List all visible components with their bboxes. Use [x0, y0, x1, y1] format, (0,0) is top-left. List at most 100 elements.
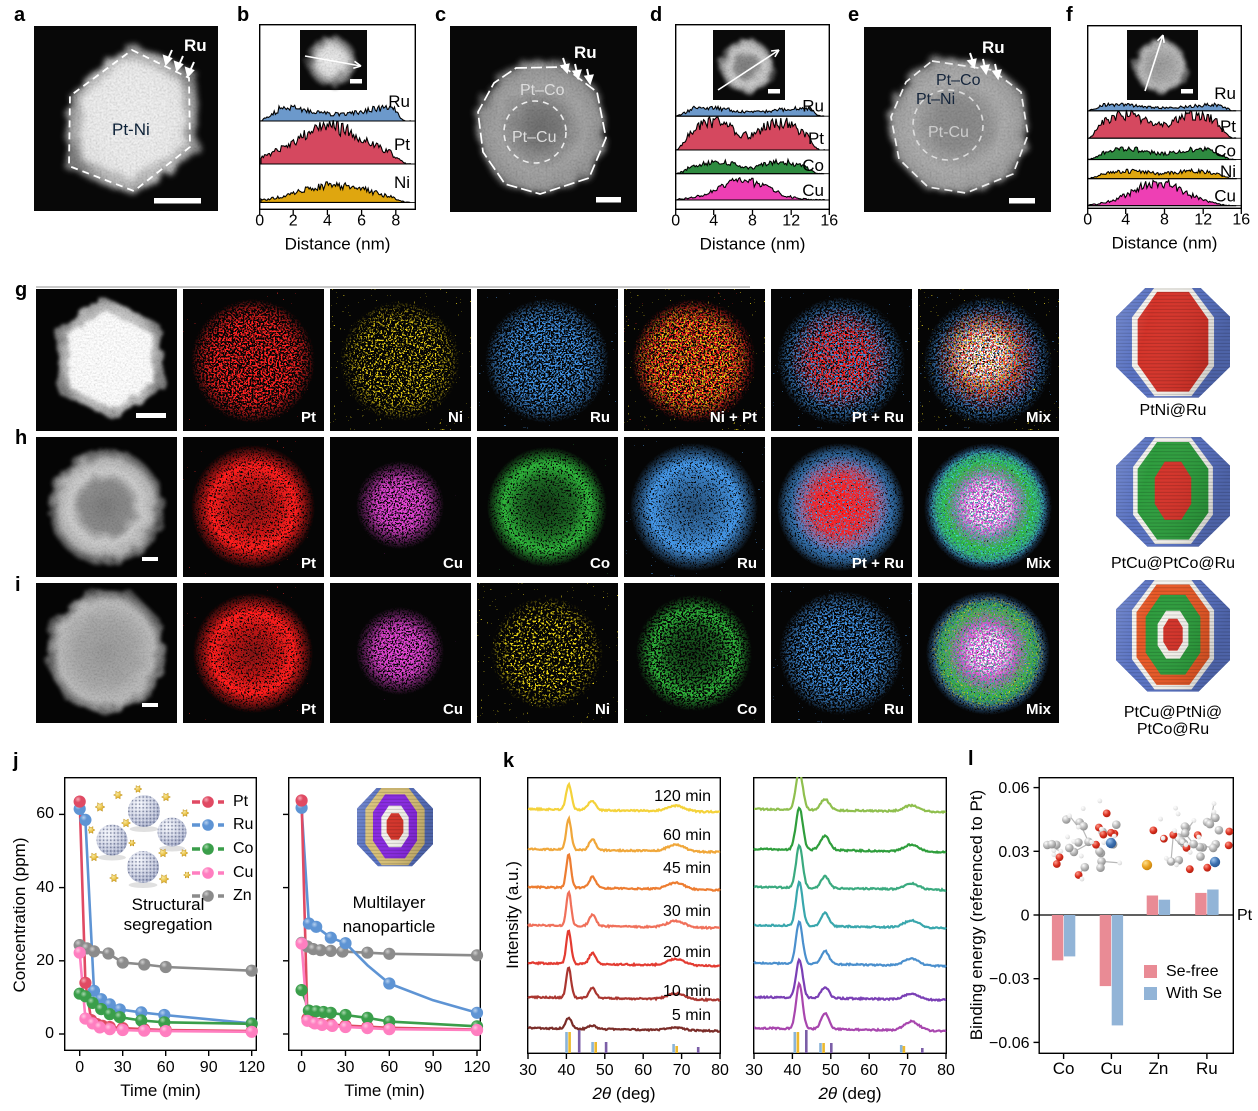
svg-text:12: 12 [782, 213, 800, 230]
svg-text:Pt: Pt [1220, 117, 1236, 136]
svg-text:Pt: Pt [394, 135, 410, 154]
svg-text:Pt–Cu: Pt–Cu [512, 129, 556, 146]
svg-text:With Se: With Se [1166, 985, 1222, 1002]
svg-text:2θ (deg): 2θ (deg) [591, 1084, 655, 1103]
svg-text:Ru: Ru [884, 701, 904, 718]
svg-text:6: 6 [357, 213, 366, 230]
svg-text:12: 12 [1194, 212, 1212, 229]
svg-text:Time (min): Time (min) [344, 1081, 425, 1100]
svg-text:Distance (nm): Distance (nm) [700, 235, 806, 254]
svg-text:8: 8 [1160, 212, 1169, 229]
svg-text:4: 4 [709, 213, 718, 230]
svg-text:Co: Co [590, 555, 610, 572]
svg-text:Ru: Ru [184, 36, 207, 55]
svg-text:40: 40 [784, 1062, 802, 1079]
svg-text:Ni: Ni [394, 173, 410, 192]
svg-text:Co: Co [1214, 142, 1236, 161]
svg-text:70: 70 [673, 1062, 691, 1079]
svg-text:Se-free: Se-free [1166, 963, 1219, 980]
svg-text:Pt: Pt [1237, 907, 1253, 924]
svg-text:Pt: Pt [301, 701, 316, 718]
svg-text:10 min: 10 min [663, 983, 711, 1000]
svg-text:Ni: Ni [1220, 162, 1236, 181]
svg-text:Cu: Cu [802, 181, 824, 200]
svg-text:30: 30 [337, 1059, 355, 1076]
svg-text:Co: Co [737, 701, 757, 718]
svg-text:Pt + Ru: Pt + Ru [852, 555, 904, 572]
svg-text:Ru: Ru [1196, 1059, 1218, 1078]
svg-text:0: 0 [297, 1059, 306, 1076]
svg-text:Mix: Mix [1026, 555, 1052, 572]
svg-text:0: 0 [1083, 212, 1092, 229]
svg-text:Pt–Co: Pt–Co [936, 72, 981, 89]
svg-text:Ni: Ni [595, 701, 610, 718]
svg-text:16: 16 [1232, 212, 1250, 229]
svg-text:120: 120 [238, 1059, 265, 1076]
svg-text:60: 60 [157, 1059, 175, 1076]
svg-text:20 min: 20 min [663, 944, 711, 961]
svg-text:80: 80 [937, 1062, 955, 1079]
svg-text:30: 30 [114, 1059, 132, 1076]
svg-text:Pt-Cu: Pt-Cu [928, 124, 969, 141]
svg-text:60: 60 [860, 1062, 878, 1079]
svg-text:Co: Co [1053, 1059, 1075, 1078]
svg-text:0.06: 0.06 [998, 780, 1029, 797]
svg-text:Ru: Ru [590, 409, 610, 426]
svg-text:Pt–Co: Pt–Co [520, 82, 565, 99]
svg-text:0: 0 [671, 213, 680, 230]
svg-text:70: 70 [899, 1062, 917, 1079]
svg-text:40: 40 [558, 1062, 576, 1079]
svg-text:30: 30 [745, 1062, 763, 1079]
svg-text:120: 120 [464, 1059, 491, 1076]
svg-text:Mix: Mix [1026, 409, 1052, 426]
svg-text:8: 8 [748, 213, 757, 230]
svg-text:−0.06: −0.06 [989, 1035, 1030, 1052]
svg-text:60 min: 60 min [663, 827, 711, 844]
svg-text:−0.03: −0.03 [989, 971, 1030, 988]
svg-text:5 min: 5 min [672, 1007, 711, 1024]
svg-text:8: 8 [391, 213, 400, 230]
svg-text:Co: Co [802, 156, 824, 175]
svg-text:Ru: Ru [802, 97, 824, 116]
svg-text:Pt: Pt [301, 409, 316, 426]
svg-text:Distance (nm): Distance (nm) [285, 235, 391, 254]
svg-text:Ru: Ru [1214, 84, 1236, 103]
svg-text:90: 90 [200, 1059, 218, 1076]
svg-text:2θ (deg): 2θ (deg) [817, 1084, 881, 1103]
svg-text:Pt–Ni: Pt–Ni [916, 91, 955, 108]
svg-text:Ru: Ru [737, 555, 757, 572]
svg-text:Cu: Cu [1101, 1059, 1123, 1078]
svg-text:60: 60 [634, 1062, 652, 1079]
svg-text:4: 4 [323, 213, 332, 230]
svg-text:Cu: Cu [443, 701, 463, 718]
svg-text:90: 90 [424, 1059, 442, 1076]
svg-text:30: 30 [519, 1062, 537, 1079]
svg-text:0: 0 [255, 213, 264, 230]
svg-text:4: 4 [1121, 212, 1130, 229]
svg-text:30 min: 30 min [663, 903, 711, 920]
svg-text:45 min: 45 min [663, 860, 711, 877]
svg-text:Mix: Mix [1026, 701, 1052, 718]
svg-text:Cu: Cu [443, 555, 463, 572]
svg-text:Distance (nm): Distance (nm) [1112, 234, 1218, 253]
svg-text:Pt: Pt [808, 129, 824, 148]
svg-text:Time (min): Time (min) [120, 1081, 201, 1100]
svg-text:Cu: Cu [1214, 187, 1236, 206]
svg-text:0: 0 [1021, 908, 1030, 925]
svg-text:50: 50 [822, 1062, 840, 1079]
svg-text:Ru: Ru [388, 92, 410, 111]
svg-text:Zn: Zn [1148, 1059, 1168, 1078]
svg-text:80: 80 [711, 1062, 729, 1079]
svg-text:60: 60 [380, 1059, 398, 1076]
svg-text:Ni + Pt: Ni + Pt [710, 409, 757, 426]
svg-text:Ru: Ru [574, 43, 597, 62]
svg-text:50: 50 [596, 1062, 614, 1079]
svg-text:0: 0 [75, 1059, 84, 1076]
svg-text:120 min: 120 min [654, 788, 711, 805]
svg-text:Pt + Ru: Pt + Ru [852, 409, 904, 426]
svg-text:Pt: Pt [301, 555, 316, 572]
svg-text:Ni: Ni [448, 409, 463, 426]
svg-text:Ru: Ru [982, 38, 1005, 57]
svg-text:0.03: 0.03 [998, 844, 1029, 861]
svg-text:2: 2 [289, 213, 298, 230]
